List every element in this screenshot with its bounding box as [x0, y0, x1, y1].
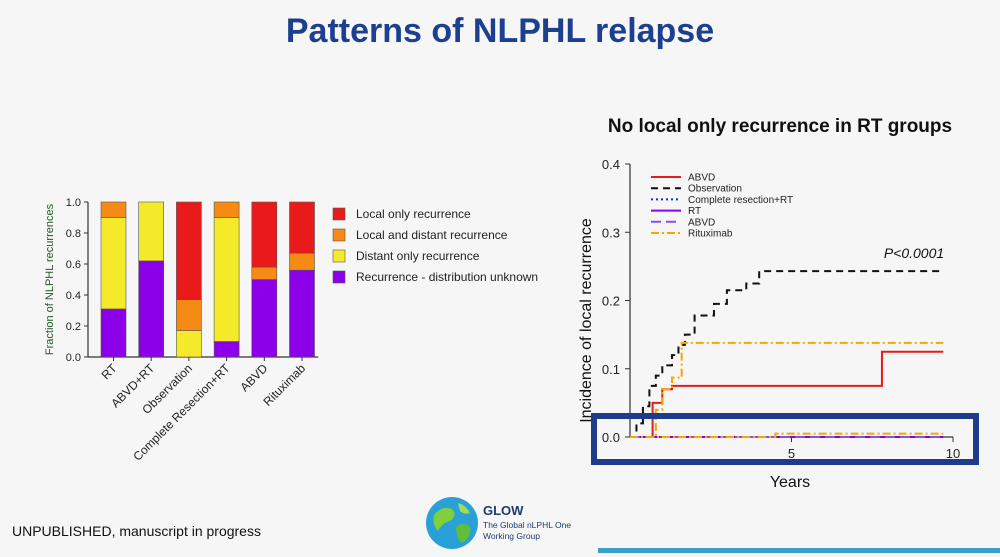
line-y-tick-label: 0.1: [602, 362, 620, 377]
bar-segment: [289, 201, 315, 254]
line-y-tick-label: 0.0: [602, 430, 620, 445]
bar-y-tick-label: 0.0: [66, 352, 81, 364]
stacked-bar-chart: 0.0 0.2 0.4 0.6 0.8 1.0 Fraction of NLPHL recu…: [44, 197, 538, 464]
bar-legend-swatch: [332, 270, 346, 284]
line-chart-title: No local only recurrence in RT groups: [607, 116, 953, 137]
line-series: [630, 270, 944, 438]
highlight-box: [591, 413, 979, 465]
line-x-axis-label: Years: [770, 474, 810, 491]
bar-segment: [251, 279, 278, 358]
bar-segment: [138, 260, 164, 358]
bar-legend-label: Distant only recurrence: [356, 249, 480, 263]
bar-segment: [100, 308, 127, 358]
bar-segment: [213, 217, 240, 342]
bar-segment: [213, 201, 240, 218]
footer-note: UNPUBLISHED, manuscript in progress: [12, 523, 261, 539]
bar-segment: [176, 299, 202, 331]
line-legend-label: RT: [688, 206, 701, 217]
line-legend-label: Observation: [688, 184, 742, 195]
line-legend-label: Complete resection+RT: [688, 195, 793, 206]
bar-y-tick-label: 0.6: [66, 259, 81, 271]
logo-name: GLOW: [483, 503, 524, 518]
bar-y-tick-label: 0.4: [66, 290, 81, 302]
bar-legend-swatch: [332, 228, 346, 242]
bar-segment: [100, 201, 127, 218]
p-value-annotation: P<0.0001: [884, 245, 944, 261]
line-series: [630, 341, 944, 438]
bar-segment: [176, 201, 202, 300]
bar-segment: [289, 269, 315, 358]
bar-segment: [251, 201, 278, 268]
bar-legend-label: Recurrence - distribution unknown: [356, 270, 538, 284]
line-y-axis-label: Incidence of local recurrence: [578, 218, 595, 423]
line-series: [630, 432, 944, 438]
bar-legend-swatch: [332, 207, 346, 221]
line-y-tick-label: 0.4: [602, 157, 620, 172]
bar-segment: [138, 201, 164, 262]
bar-legend-label: Local and distant recurrence: [356, 228, 508, 242]
line-y-tick-label: 0.3: [602, 225, 620, 240]
page-title: Patterns of NLPHL relapse: [285, 12, 715, 50]
bar-y-axis-label: Fraction of NLPHL recurrences: [44, 203, 56, 355]
line-legend-label: Rituximab: [688, 229, 733, 240]
bar-y-tick-label: 0.2: [66, 321, 81, 333]
bar-legend-swatch: [332, 249, 346, 263]
bar-legend-label: Local only recurrence: [356, 207, 471, 221]
bar-y-tick-label: 1.0: [66, 197, 81, 209]
bar-segment: [176, 330, 202, 358]
bar-segment: [100, 217, 127, 310]
accent-line: [598, 548, 1000, 553]
line-x-tick-label: 10: [946, 446, 960, 461]
logo-subtitle-2: Working Group: [483, 531, 541, 541]
logo-subtitle-1: The Global nLPHL One: [483, 520, 572, 530]
line-legend-label: ABVD: [688, 217, 715, 228]
line-x-tick-label: 5: [788, 446, 795, 461]
line-series: [630, 350, 944, 438]
bar-y-tick-label: 0.8: [66, 228, 81, 240]
line-legend-label: ABVD: [688, 173, 715, 184]
globe-icon: [426, 497, 478, 549]
line-y-tick-label: 0.2: [602, 294, 620, 309]
